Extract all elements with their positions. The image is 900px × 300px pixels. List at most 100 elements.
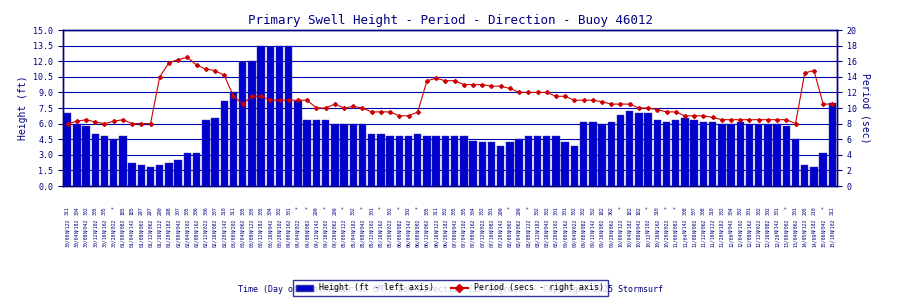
Text: N/062: N/062 (240, 219, 245, 233)
Text: N/022: N/022 (756, 219, 761, 233)
Bar (773, 124, 781, 186)
Text: N/042: N/042 (636, 219, 642, 233)
Text: 302: 302 (406, 206, 411, 215)
Bar (644, 113, 652, 186)
Bar (184, 153, 191, 186)
Bar (718, 124, 725, 186)
Bar (562, 142, 569, 186)
Text: N/182: N/182 (166, 219, 172, 233)
Text: 302: 302 (756, 206, 761, 215)
Text: 05/16: 05/16 (378, 233, 383, 247)
Text: N/162: N/162 (471, 219, 475, 233)
Text: 06/16: 06/16 (434, 233, 438, 247)
Bar (709, 122, 716, 186)
Text: 08/16: 08/16 (544, 233, 549, 247)
Text: N/162: N/162 (562, 219, 568, 233)
Text: 307: 307 (176, 206, 181, 215)
Bar (433, 136, 440, 186)
Bar (470, 141, 477, 186)
Text: 12/00: 12/00 (728, 233, 733, 247)
Text: N/062: N/062 (608, 219, 614, 233)
Text: *: * (508, 206, 512, 209)
Text: 01/16: 01/16 (158, 233, 162, 247)
Text: N/202: N/202 (323, 219, 328, 233)
Bar (312, 121, 320, 186)
Text: N/042: N/042 (452, 219, 457, 233)
Text: 311: 311 (231, 206, 236, 215)
Bar (322, 121, 329, 186)
Text: 297: 297 (148, 206, 153, 215)
Text: 09/12: 09/12 (590, 233, 595, 247)
Text: N/122: N/122 (65, 219, 70, 233)
Text: N/122: N/122 (249, 219, 255, 233)
Text: 10/20: 10/20 (664, 233, 669, 247)
Text: 302: 302 (590, 206, 595, 215)
Bar (506, 142, 514, 186)
Text: *: * (305, 206, 310, 209)
Bar (442, 136, 449, 186)
Text: 305: 305 (249, 206, 255, 215)
Text: 302: 302 (351, 206, 356, 215)
Text: 30/04: 30/04 (75, 233, 79, 247)
Text: 310: 310 (221, 206, 227, 215)
Text: 04/16: 04/16 (323, 233, 328, 247)
Text: 11/00: 11/00 (673, 233, 679, 247)
Text: N/042: N/042 (176, 219, 181, 233)
Text: 06/08: 06/08 (415, 233, 420, 247)
Bar (553, 136, 560, 186)
Bar (73, 124, 80, 186)
Text: *: * (415, 206, 420, 209)
Text: 03/00: 03/00 (231, 233, 236, 247)
Text: 362: 362 (608, 206, 614, 215)
Text: 302: 302 (388, 206, 392, 215)
Text: 301: 301 (554, 206, 559, 215)
Text: 09/04: 09/04 (572, 233, 577, 247)
Text: 302: 302 (544, 206, 549, 215)
Text: 07/12: 07/12 (480, 233, 485, 247)
Text: 10/12: 10/12 (645, 233, 651, 247)
Text: N/062: N/062 (332, 219, 338, 233)
Text: N/162: N/162 (655, 219, 660, 233)
Y-axis label: Period (sec): Period (sec) (860, 73, 870, 143)
Bar (377, 134, 384, 186)
Text: 304: 304 (728, 206, 733, 215)
Bar (534, 136, 541, 186)
Bar (681, 118, 688, 186)
Text: 302: 302 (572, 206, 577, 215)
Bar (83, 126, 90, 186)
Text: 301: 301 (747, 206, 752, 215)
Text: 305: 305 (452, 206, 457, 215)
Bar (331, 124, 338, 186)
Text: 05/08: 05/08 (360, 233, 365, 247)
Bar (616, 115, 625, 186)
Text: N/162: N/162 (102, 219, 107, 233)
Bar (138, 165, 145, 186)
Text: 02/16: 02/16 (212, 233, 218, 247)
Bar (202, 121, 210, 186)
Text: 299: 299 (332, 206, 338, 215)
Text: 305: 305 (462, 206, 466, 215)
Bar (746, 124, 753, 186)
Text: N/102: N/102 (830, 219, 835, 233)
Bar (525, 136, 532, 186)
Text: N/082: N/082 (212, 219, 218, 233)
Bar (736, 122, 744, 186)
Text: 02/20: 02/20 (221, 233, 227, 247)
Text: 04/04: 04/04 (295, 233, 301, 247)
Text: 205: 205 (802, 206, 807, 215)
Legend: Height (ft - left axis), Period (secs - right axis): Height (ft - left axis), Period (secs - … (292, 280, 608, 296)
Text: 12/08: 12/08 (747, 233, 752, 247)
Text: 04/08: 04/08 (305, 233, 310, 247)
Bar (129, 163, 136, 186)
Bar (147, 167, 154, 186)
Text: 301: 301 (775, 206, 779, 215)
Text: N/022: N/022 (480, 219, 485, 233)
Text: 14/05: 14/05 (802, 233, 807, 247)
Text: N/082: N/082 (121, 219, 125, 233)
Bar (156, 165, 164, 186)
Text: 13/00: 13/00 (784, 233, 788, 247)
Bar (699, 122, 707, 186)
Text: 305: 305 (240, 206, 245, 215)
Bar (829, 103, 836, 186)
Text: 12/04: 12/04 (738, 233, 742, 247)
